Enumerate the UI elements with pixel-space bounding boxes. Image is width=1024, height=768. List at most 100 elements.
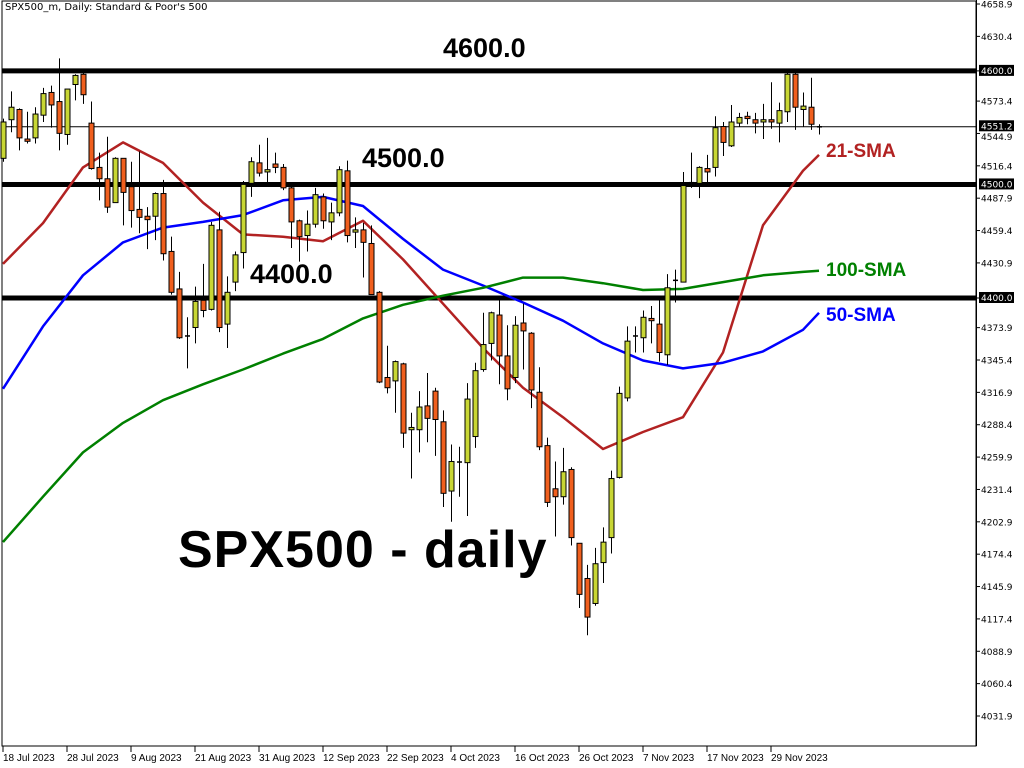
- price-tick-label: 4145.9: [981, 583, 1013, 593]
- candle: [592, 547, 599, 606]
- price-tick-label: 4231.4: [981, 486, 1013, 496]
- date-tick-label: 4 Oct 2023: [451, 753, 500, 764]
- candle: [96, 152, 103, 201]
- candle: [160, 179, 167, 261]
- candle-body: [72, 74, 79, 86]
- price-tick-label: 4630.4: [981, 33, 1013, 43]
- candle-body: [440, 421, 447, 494]
- price-tick-label: 4316.9: [981, 389, 1013, 399]
- price-tick-label: 4088.9: [981, 648, 1013, 658]
- candle: [312, 187, 319, 228]
- candle-body: [552, 488, 559, 498]
- price-tick-label: 4459.4: [981, 227, 1013, 237]
- candle: [24, 111, 31, 144]
- candle: [112, 157, 119, 204]
- candle: [792, 70, 799, 130]
- candle: [392, 360, 399, 413]
- candle: [144, 207, 151, 250]
- candle-body: [384, 376, 391, 389]
- candle-body: [496, 314, 503, 357]
- candle-body: [264, 169, 271, 173]
- candle: [568, 467, 575, 546]
- candle-body: [808, 106, 815, 125]
- candle: [560, 447, 567, 505]
- candle-body: [560, 471, 567, 498]
- price-tick-label: 4658.9: [981, 1, 1013, 11]
- candle: [72, 74, 79, 101]
- candle: [185, 317, 190, 369]
- candle-body: [136, 208, 143, 218]
- candle-body: [584, 577, 591, 618]
- candle-body: [160, 193, 167, 255]
- candle: [120, 157, 127, 226]
- candle: [440, 410, 447, 507]
- price-highlight-box: [979, 64, 1014, 76]
- candle-body: [752, 119, 759, 124]
- price-tick-label: 4202.9: [981, 518, 1013, 528]
- price-tick-label: 4031.9: [981, 713, 1013, 723]
- candle: [488, 311, 495, 361]
- price-tick-label: 4373.9: [981, 324, 1013, 334]
- candle: [304, 210, 311, 252]
- candle: [728, 104, 735, 147]
- date-tick-label: 12 Sep 2023: [323, 753, 380, 764]
- moving-averages: [1, 141, 820, 543]
- candle-body: [648, 317, 655, 322]
- price-tick-label: 4060.4: [981, 680, 1013, 690]
- candle-body: [544, 445, 551, 503]
- candle: [328, 202, 335, 241]
- candle: [64, 88, 71, 145]
- candle: [176, 271, 183, 339]
- candle-body: [760, 119, 767, 123]
- candle-body: [656, 323, 663, 354]
- candle: [520, 303, 527, 370]
- candle: [368, 225, 375, 296]
- candle-body: [400, 363, 407, 434]
- plot-frame: [1, 0, 977, 747]
- candle: [536, 367, 543, 451]
- candle-body: [728, 121, 735, 147]
- candle: [608, 470, 615, 554]
- candle: [673, 269, 678, 303]
- candle-body: [512, 324, 519, 378]
- candle: [768, 82, 775, 129]
- candle: [800, 92, 807, 127]
- sma100-label: 100-SMA: [826, 260, 907, 281]
- candle-body: [168, 250, 175, 293]
- candle-body: [392, 361, 399, 382]
- candle: [680, 171, 687, 283]
- candle-body: [488, 312, 495, 344]
- candle-body: [240, 183, 247, 254]
- candle-body: [368, 242, 375, 296]
- candle-body: [328, 212, 335, 223]
- candle: [512, 316, 519, 384]
- sma-line-21-sma: [2, 141, 820, 451]
- candle: [192, 286, 199, 344]
- candle: [16, 108, 23, 151]
- candle: [200, 263, 207, 318]
- candle: [416, 391, 423, 453]
- candle-body: [0, 121, 7, 159]
- price-highlight-label: 4551.2: [981, 122, 1013, 132]
- candle-body: [416, 406, 423, 431]
- candle-body: [304, 223, 311, 237]
- date-tick-label: 31 Aug 2023: [259, 753, 316, 764]
- date-tick-label: 16 Oct 2023: [515, 753, 570, 764]
- candle: [8, 91, 15, 133]
- candle-body: [200, 299, 207, 311]
- candle: [664, 274, 671, 365]
- price-tick-label: 4487.9: [981, 195, 1013, 205]
- candle-body: [528, 332, 535, 391]
- candle-body: [472, 370, 479, 438]
- candle-body: [104, 178, 111, 208]
- price-highlight-box: [979, 178, 1014, 190]
- date-tick-label: 9 Aug 2023: [131, 753, 182, 764]
- price-highlight-box: [979, 291, 1014, 303]
- candle: [88, 101, 95, 170]
- candle: [689, 152, 694, 188]
- candle-body: [432, 390, 439, 421]
- candle-body: [744, 115, 751, 120]
- candle: [208, 221, 215, 311]
- level-label-4600: 4600.0: [443, 33, 526, 63]
